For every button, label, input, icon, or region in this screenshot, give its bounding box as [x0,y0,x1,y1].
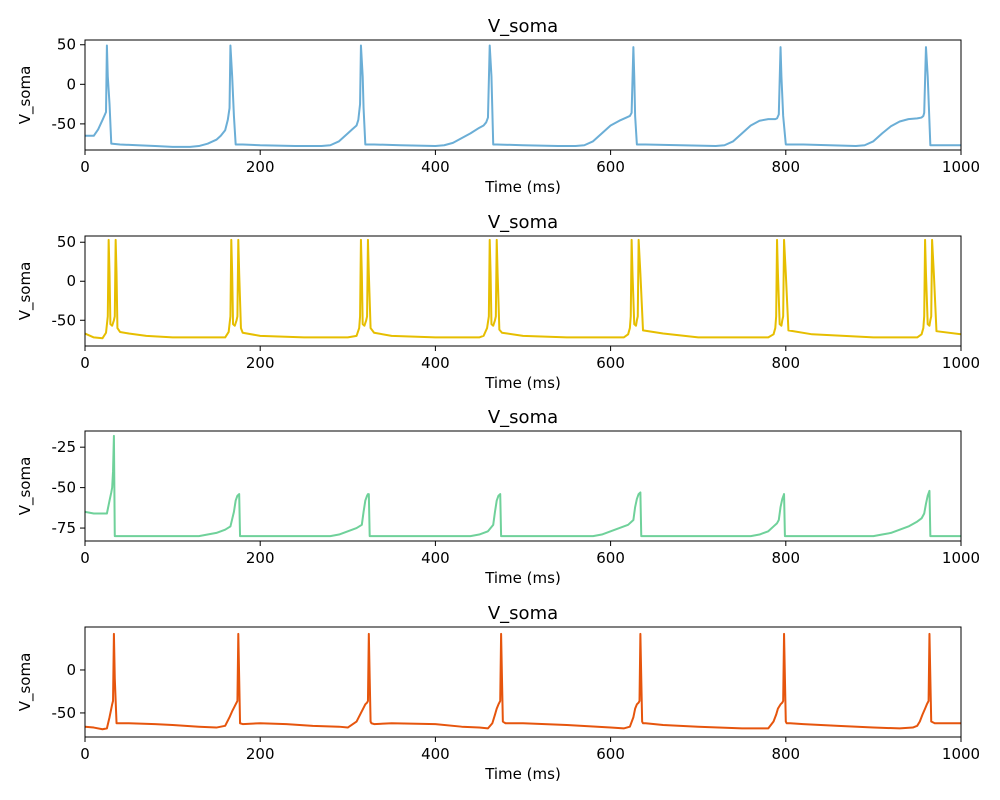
x-tick-label: 800 [771,354,800,372]
x-tick-label: 600 [596,158,625,176]
x-tick-label: 600 [596,354,625,372]
chart-panel-2: V_soma 0 200 400 600 800 1000 -50 0 50 Time (ms) V_… [16,212,980,392]
x-tick-label: 1000 [942,158,980,176]
x-tick-label: 200 [246,549,275,567]
y-tick-label: -50 [52,115,77,133]
series-line [85,434,961,538]
y-tick-label: -25 [52,438,77,456]
x-tick-label: 0 [80,549,90,567]
x-tick-label: 800 [771,549,800,567]
x-tick-label: 600 [596,745,625,763]
series-line [85,238,961,340]
x-axis-label: Time (ms) [484,178,561,196]
x-tick-label: 0 [80,354,90,372]
plot-frame [84,430,962,542]
chart-title: V_soma [488,407,558,428]
x-tick-label: 0 [80,158,90,176]
x-tick-label: 800 [771,158,800,176]
chart-title: V_soma [488,16,558,37]
x-tick-label: 0 [80,745,90,763]
y-tick-label: 50 [57,233,76,251]
series-line [85,44,961,148]
y-tick-label: 0 [66,75,76,93]
y-axis-label: V_soma [16,66,35,125]
x-tick-label: 200 [246,158,275,176]
plot-frame [84,626,962,738]
y-axis-label: V_soma [16,653,35,712]
chart-title: V_soma [488,212,558,233]
x-tick-label: 200 [246,745,275,763]
x-tick-label: 1000 [942,549,980,567]
x-tick-label: 400 [421,158,450,176]
x-tick-label: 1000 [942,745,980,763]
y-tick-label: 0 [66,272,76,290]
chart-panel-1: V_soma 0 200 400 600 800 1000 -50 0 50 Time (ms) V_… [16,16,980,196]
chart-title: V_soma [488,603,558,624]
x-tick-label: 400 [421,745,450,763]
x-tick-label: 200 [246,354,275,372]
x-axis-label: Time (ms) [484,569,561,587]
y-tick-label: -50 [52,479,77,497]
chart-panel-3: V_soma 0 200 400 600 800 1000 -75 -50 -25 Time (ms… [16,407,980,587]
y-tick-label: 0 [66,661,76,679]
x-tick-label: 1000 [942,354,980,372]
plot-frame [84,235,962,347]
x-tick-label: 400 [421,354,450,372]
plot-frame [84,39,962,151]
x-tick-label: 400 [421,549,450,567]
x-axis-label: Time (ms) [484,765,561,783]
x-axis-label: Time (ms) [484,374,561,392]
y-tick-label: -75 [52,519,77,537]
y-tick-label: 50 [57,36,76,54]
y-axis-label: V_soma [16,262,35,321]
series-line [85,632,961,731]
y-axis-label: V_soma [16,457,35,516]
chart-panel-4: V_soma 0 200 400 600 800 1000 -50 0 Time (ms) V_so… [16,603,980,783]
x-tick-label: 600 [596,549,625,567]
y-tick-label: -50 [52,311,77,329]
x-tick-label: 800 [771,745,800,763]
y-tick-label: -50 [52,704,77,722]
